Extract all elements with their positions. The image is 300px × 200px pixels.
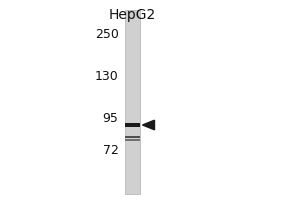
Bar — [124, 123, 140, 127]
Text: 250: 250 — [94, 28, 118, 42]
Text: 72: 72 — [103, 144, 118, 158]
Text: HepG2: HepG2 — [108, 8, 156, 22]
Bar — [124, 139, 140, 141]
Text: 130: 130 — [95, 71, 118, 84]
Bar — [124, 10, 140, 194]
Bar — [124, 136, 140, 138]
Polygon shape — [142, 120, 154, 130]
Text: 95: 95 — [103, 112, 118, 126]
